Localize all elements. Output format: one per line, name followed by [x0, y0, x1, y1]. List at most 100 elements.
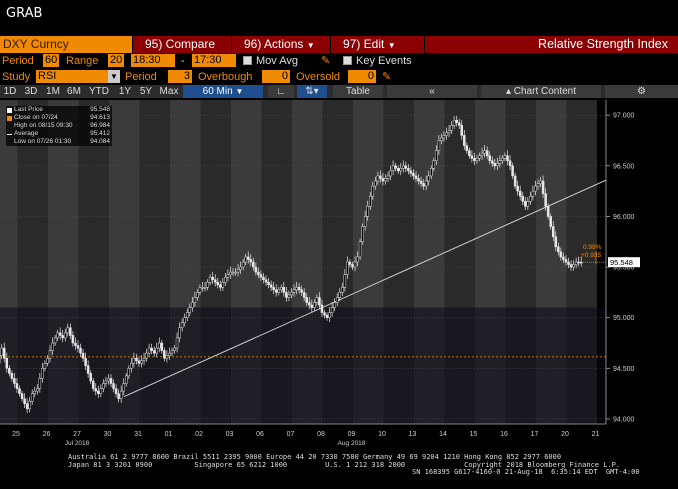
candle-body	[94, 388, 97, 392]
candle-body	[0, 347, 3, 356]
candle-body	[437, 140, 441, 151]
candle-body	[213, 279, 217, 283]
key-events-label: Key Events	[356, 55, 412, 67]
x-tick-label: 30	[104, 431, 112, 438]
candle-body	[346, 261, 349, 275]
overbought-input[interactable]: 0	[262, 70, 290, 83]
gear-icon[interactable]: ⚙	[605, 85, 678, 98]
oversold-label: Oversold	[296, 71, 341, 83]
time-to-input[interactable]: 17:30	[192, 54, 236, 67]
candle-body	[369, 195, 372, 207]
timeframe-6m[interactable]: 6M	[67, 86, 81, 97]
candle-body	[409, 170, 413, 174]
legend-value: 94.613	[90, 114, 110, 121]
candle-body	[247, 256, 250, 260]
line-chart-icon[interactable]: ∟	[268, 85, 294, 98]
x-tick-label: 08	[317, 431, 325, 438]
candle-body	[41, 368, 44, 379]
back-button[interactable]: «	[387, 85, 477, 98]
oversold-input[interactable]: 0	[348, 70, 376, 83]
candle-body	[76, 345, 80, 349]
timeframe-max[interactable]: Max	[159, 86, 179, 97]
candle-body	[91, 380, 95, 389]
candle-body	[89, 373, 92, 382]
actions-button[interactable]: 96) Actions ▼	[232, 36, 330, 53]
candle-body	[524, 201, 527, 207]
candle-body	[534, 185, 537, 192]
legend-value: 96.984	[90, 122, 110, 129]
interval-select[interactable]: 60 Min ▼	[183, 85, 263, 98]
legend-item-low: Low on 07/26 01:30 94.084	[6, 138, 112, 146]
time-separator: -	[181, 55, 185, 67]
period-input[interactable]: 60	[43, 54, 59, 67]
candle-body	[470, 155, 474, 159]
edit-button[interactable]: 97) Edit ▼	[331, 36, 424, 53]
candle-body	[51, 342, 54, 351]
study-select[interactable]: RSI	[36, 70, 120, 83]
legend-item-close: Close on 07/24 94.613	[6, 114, 112, 122]
candle-body	[211, 276, 214, 280]
interval-label: 60 Min	[202, 86, 233, 97]
timeframe-1y[interactable]: 1Y	[118, 86, 132, 97]
candle-body	[285, 292, 288, 298]
timeframe-3d[interactable]: 3D	[24, 86, 38, 97]
mov-avg-label: Mov Avg	[256, 55, 298, 67]
candle-body	[183, 317, 186, 323]
candle-body	[300, 289, 303, 293]
pencil-icon[interactable]: ✎	[321, 55, 331, 67]
x-tick-label: 01	[165, 431, 173, 438]
candle-body	[361, 226, 364, 242]
x-tick-label: 31	[134, 431, 142, 438]
footer: Australia 61 2 9777 8600 Brazil 5511 239…	[0, 450, 678, 489]
price-chart[interactable]: 97.000 96.500 96.000 95.500 95.000 94.500 94.0…	[0, 98, 678, 489]
chart-content-button[interactable]: ▴ Chart Content	[481, 85, 601, 98]
candle-body	[396, 168, 400, 172]
candle-body	[445, 132, 448, 136]
study-value: RSI	[38, 70, 57, 82]
legend-label: High on 08/15 09:30	[14, 122, 73, 129]
timeframe-5y[interactable]: 5Y	[139, 86, 153, 97]
candle-body	[323, 312, 326, 316]
compare-button[interactable]: 95) Compare	[133, 36, 231, 53]
candle-body	[99, 388, 103, 394]
candle-body	[119, 390, 123, 399]
candle-body	[562, 256, 565, 260]
mov-avg-checkbox[interactable]	[243, 56, 252, 65]
candle-body	[414, 175, 418, 179]
key-events-checkbox[interactable]	[343, 56, 352, 65]
ticker-field[interactable]: DXY Curncy	[0, 36, 132, 53]
main-toolbar: DXY Curncy 95) Compare 96) Actions ▼ 97)…	[0, 36, 678, 53]
x-tick-label: 26	[43, 431, 51, 438]
candle-chart-icon[interactable]: ⇅▾	[297, 85, 327, 98]
lower-dark-band	[0, 307, 606, 424]
chevron-down-icon: ▼	[235, 87, 244, 96]
time-from-input[interactable]: 18:30	[131, 54, 175, 67]
range-input[interactable]: 20	[108, 54, 124, 67]
candle-body	[358, 241, 362, 258]
timeframe-1m[interactable]: 1M	[46, 86, 60, 97]
legend-label: Low on 07/26 01:30	[14, 138, 72, 145]
overbought-label: Overbough	[198, 71, 253, 83]
table-button[interactable]: Table	[333, 85, 383, 98]
candle-body	[320, 304, 324, 313]
candle-body	[196, 292, 199, 298]
candle-body	[574, 261, 578, 265]
candle-body	[485, 150, 489, 156]
x-tick-label: 27	[73, 431, 81, 438]
candle-body	[333, 302, 336, 308]
candle-body	[424, 180, 428, 187]
candle-body	[125, 375, 128, 384]
candle-body	[25, 403, 29, 410]
timeframe-1d[interactable]: 1D	[3, 86, 17, 97]
timeframe-ytd[interactable]: YTD	[89, 86, 109, 97]
candle-body	[226, 274, 230, 278]
candle-body	[140, 360, 143, 364]
study-dropdown-arrow-icon[interactable]: ▼	[108, 70, 120, 83]
candle-body	[229, 271, 232, 275]
candle-body	[48, 350, 52, 359]
candle-body	[422, 183, 425, 187]
pencil-icon[interactable]: ✎	[382, 71, 392, 83]
study-period-input[interactable]: 3	[168, 70, 192, 83]
candle-body	[117, 393, 120, 399]
x-axis: 25 26 27 Jul 2018 30 31 01 02 03 06 07 08 09 Aug 2018…	[0, 423, 678, 450]
